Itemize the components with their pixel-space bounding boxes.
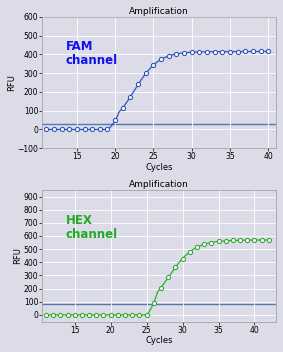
X-axis label: Cycles: Cycles [145,336,173,345]
Title: Amplification: Amplification [129,7,189,16]
Y-axis label: RFU: RFU [13,247,22,264]
Title: Amplification: Amplification [129,180,189,189]
X-axis label: Cycles: Cycles [145,163,173,172]
Y-axis label: RFU: RFU [7,74,16,91]
Text: HEX
channel: HEX channel [66,214,118,241]
Text: FAM
channel: FAM channel [66,40,118,67]
